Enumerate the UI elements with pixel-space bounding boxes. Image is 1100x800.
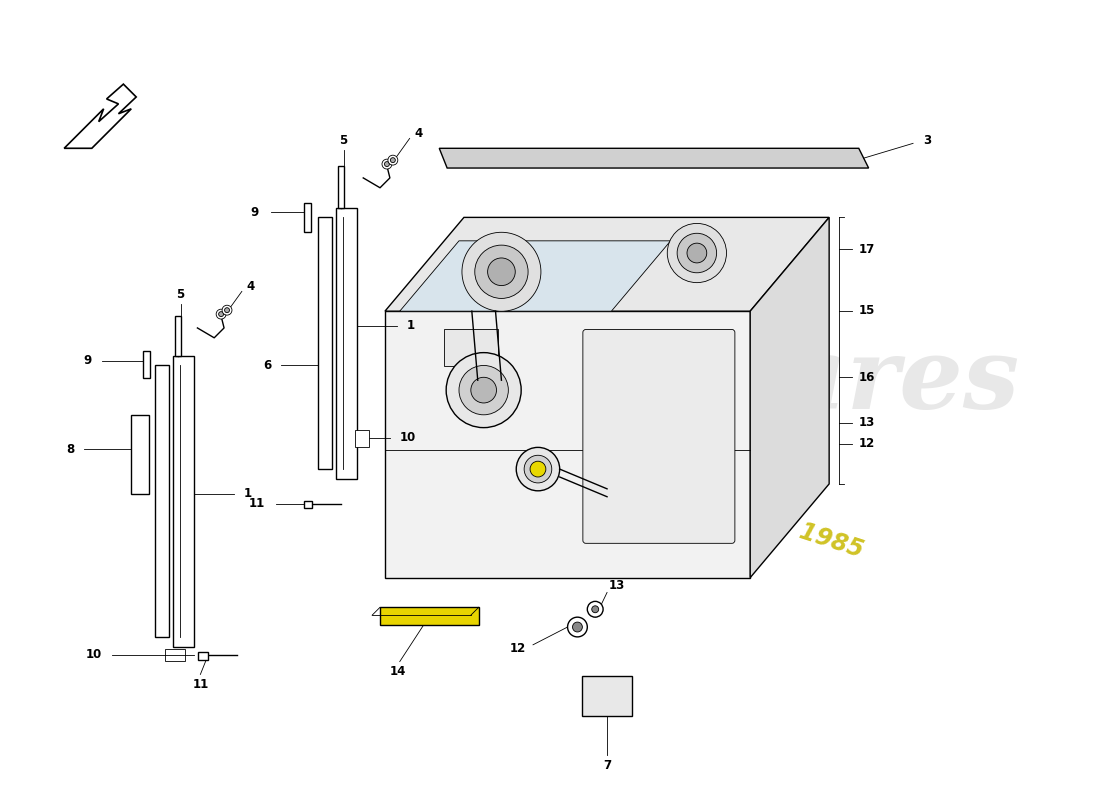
Polygon shape xyxy=(385,218,829,311)
Text: 15: 15 xyxy=(859,304,876,317)
Text: 12: 12 xyxy=(859,438,874,450)
Text: eurospares: eurospares xyxy=(402,332,1021,429)
Text: 7: 7 xyxy=(603,758,612,772)
Circle shape xyxy=(572,622,582,632)
Circle shape xyxy=(447,353,521,428)
Text: 16: 16 xyxy=(859,370,876,384)
Text: 4: 4 xyxy=(246,280,255,293)
Circle shape xyxy=(471,378,496,403)
Text: 13: 13 xyxy=(859,416,874,429)
Bar xyxy=(444,329,498,366)
Bar xyxy=(173,355,195,646)
Circle shape xyxy=(222,306,232,315)
Circle shape xyxy=(385,162,389,166)
Circle shape xyxy=(219,312,223,317)
Text: 8: 8 xyxy=(66,443,74,456)
Circle shape xyxy=(459,366,508,415)
Circle shape xyxy=(668,223,726,282)
Polygon shape xyxy=(750,218,829,578)
Text: 14: 14 xyxy=(389,665,406,678)
Text: 6: 6 xyxy=(263,359,272,372)
FancyBboxPatch shape xyxy=(583,330,735,543)
Polygon shape xyxy=(399,241,671,311)
Text: 11: 11 xyxy=(249,497,264,510)
Bar xyxy=(379,607,478,625)
Text: 3: 3 xyxy=(923,134,931,147)
Circle shape xyxy=(487,258,515,286)
Text: 1: 1 xyxy=(407,319,415,333)
Text: 13: 13 xyxy=(609,579,625,592)
Circle shape xyxy=(390,158,395,162)
Bar xyxy=(355,430,370,447)
Text: 12: 12 xyxy=(510,642,526,655)
Bar xyxy=(131,415,149,494)
Bar xyxy=(198,652,208,660)
Bar xyxy=(318,218,332,469)
Text: 5: 5 xyxy=(176,288,185,301)
Bar xyxy=(582,676,631,716)
Polygon shape xyxy=(64,84,136,148)
Text: a passion for parts since 1985: a passion for parts since 1985 xyxy=(476,415,867,562)
Bar xyxy=(304,501,312,507)
Circle shape xyxy=(224,308,230,313)
Circle shape xyxy=(688,243,706,263)
Text: 4: 4 xyxy=(415,127,422,140)
Bar xyxy=(304,202,311,232)
Text: 9: 9 xyxy=(84,354,91,367)
Bar xyxy=(338,166,343,207)
Circle shape xyxy=(524,455,552,483)
Circle shape xyxy=(475,245,528,298)
Text: 5: 5 xyxy=(340,134,348,147)
Bar xyxy=(143,350,150,378)
Circle shape xyxy=(587,602,603,617)
Text: 1: 1 xyxy=(244,487,252,500)
Text: 11: 11 xyxy=(192,678,209,690)
Text: 9: 9 xyxy=(251,206,258,219)
Circle shape xyxy=(462,232,541,311)
Circle shape xyxy=(678,234,716,273)
Circle shape xyxy=(382,159,392,169)
Circle shape xyxy=(568,617,587,637)
Circle shape xyxy=(530,461,546,477)
Bar xyxy=(336,207,358,479)
Text: 10: 10 xyxy=(86,648,101,661)
Circle shape xyxy=(388,155,398,165)
Circle shape xyxy=(592,606,598,613)
Circle shape xyxy=(516,447,560,491)
Text: 17: 17 xyxy=(859,243,874,256)
Circle shape xyxy=(217,309,226,319)
Bar xyxy=(165,649,185,661)
Bar xyxy=(175,316,180,355)
Polygon shape xyxy=(439,148,869,168)
Polygon shape xyxy=(385,311,750,578)
Bar xyxy=(155,366,168,637)
Text: 10: 10 xyxy=(399,431,416,444)
